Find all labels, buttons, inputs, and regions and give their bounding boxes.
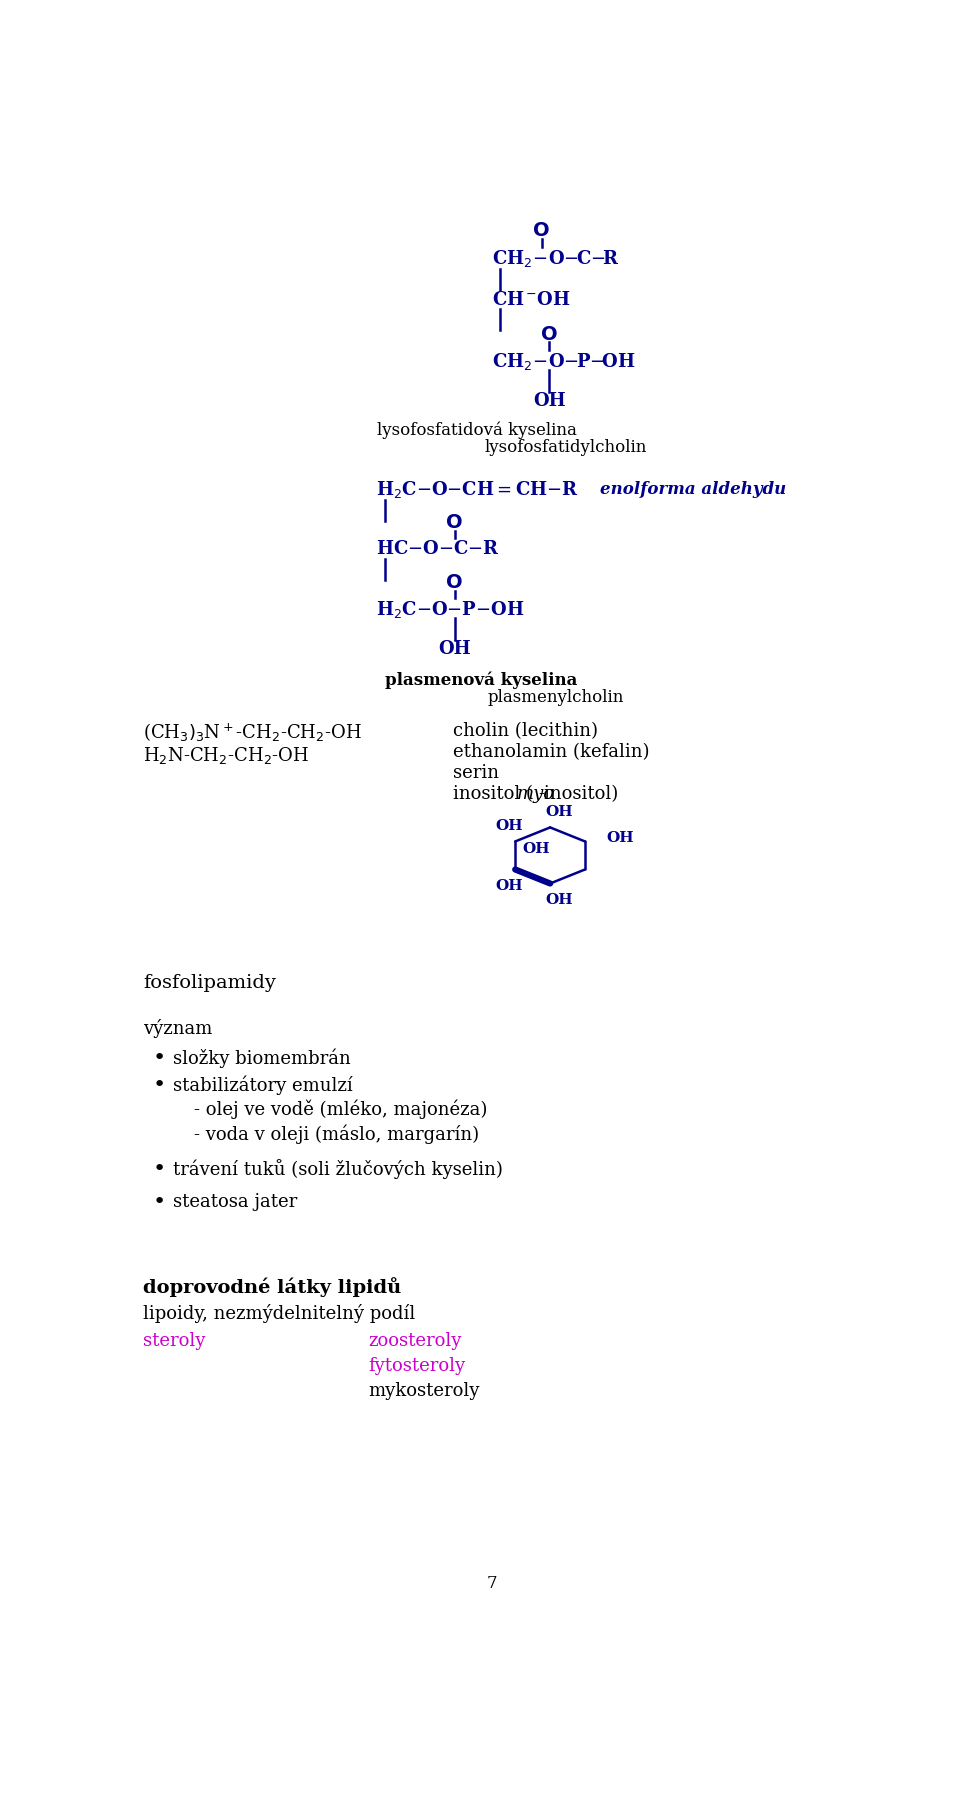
Text: OH: OH: [533, 393, 565, 409]
Text: OH: OH: [439, 640, 471, 658]
Text: CH$_2\!-\!$O$-\!$C$-\!$R: CH$_2\!-\!$O$-\!$C$-\!$R: [492, 249, 619, 269]
Text: CH$^-\!$OH: CH$^-\!$OH: [492, 290, 570, 308]
Text: OH: OH: [607, 831, 635, 844]
Text: plasmenová kyselina: plasmenová kyselina: [385, 671, 577, 689]
Text: OH: OH: [522, 842, 550, 856]
Text: H$_2$C$-$O$-$P$-$OH: H$_2$C$-$O$-$P$-$OH: [375, 599, 524, 620]
Text: plasmenylcholin: plasmenylcholin: [488, 689, 624, 707]
Text: OH: OH: [545, 804, 573, 819]
Text: HC$-$O$-$C$-$R: HC$-$O$-$C$-$R: [375, 541, 499, 557]
Text: myo: myo: [516, 784, 555, 802]
Text: zoosteroly: zoosteroly: [368, 1332, 462, 1350]
Text: O: O: [446, 514, 463, 532]
Text: •: •: [153, 1192, 166, 1212]
Text: doprovodné látky lipidů: doprovodné látky lipidů: [143, 1277, 401, 1296]
Text: lysofosfatidylcholin: lysofosfatidylcholin: [485, 438, 647, 456]
Text: lipoidy, nezmýdelnitelný podíl: lipoidy, nezmýdelnitelný podíl: [143, 1304, 416, 1323]
Text: lysofosfatidová kyselina: lysofosfatidová kyselina: [377, 422, 577, 440]
Text: enolforma aldehydu: enolforma aldehydu: [601, 481, 787, 498]
Text: mykosteroly: mykosteroly: [368, 1381, 479, 1399]
Text: OH: OH: [495, 819, 523, 833]
Text: význam: význam: [143, 1019, 212, 1039]
Text: CH$_2\!-\!$O$-\!$P$-\!$OH: CH$_2\!-\!$O$-\!$P$-\!$OH: [492, 350, 636, 371]
Text: steatosa jater: steatosa jater: [173, 1194, 297, 1212]
Text: OH: OH: [495, 880, 523, 894]
Text: H$_2$C$-$O$-$CH$=$CH$-$R: H$_2$C$-$O$-$CH$=$CH$-$R: [375, 480, 579, 499]
Text: cholin (lecithin): cholin (lecithin): [453, 721, 598, 739]
Text: fytosteroly: fytosteroly: [368, 1358, 466, 1376]
Text: inositol (: inositol (: [453, 784, 533, 802]
Text: stabilizátory emulzí: stabilizátory emulzí: [173, 1075, 352, 1094]
Text: O: O: [446, 573, 463, 593]
Text: - voda v oleji (máslo, margarín): - voda v oleji (máslo, margarín): [194, 1125, 479, 1143]
Text: H$_2$N-CH$_2$-CH$_2$-OH: H$_2$N-CH$_2$-CH$_2$-OH: [143, 745, 309, 766]
Text: 7: 7: [487, 1574, 497, 1592]
Text: OH: OH: [545, 894, 573, 907]
Text: složky biomembrán: složky biomembrán: [173, 1048, 350, 1067]
Text: steroly: steroly: [143, 1332, 205, 1350]
Text: (CH$_3)_3$N$^+$-CH$_2$-CH$_2$-OH: (CH$_3)_3$N$^+$-CH$_2$-CH$_2$-OH: [143, 721, 362, 743]
Text: O: O: [534, 220, 550, 240]
Text: •: •: [153, 1075, 166, 1094]
Text: •: •: [153, 1159, 166, 1179]
Text: -inositol): -inositol): [539, 784, 619, 802]
Text: - olej ve vodě (mléko, majonéza): - olej ve vodě (mléko, majonéza): [194, 1100, 487, 1120]
Text: fosfolipamidy: fosfolipamidy: [143, 974, 276, 992]
Text: trávení tuků (soli žlučových kyselin): trávení tuků (soli žlučových kyselin): [173, 1159, 503, 1179]
Text: ethanolamin (kefalin): ethanolamin (kefalin): [453, 743, 650, 761]
Text: serin: serin: [453, 764, 499, 783]
Text: •: •: [153, 1048, 166, 1067]
Text: O: O: [541, 325, 558, 344]
